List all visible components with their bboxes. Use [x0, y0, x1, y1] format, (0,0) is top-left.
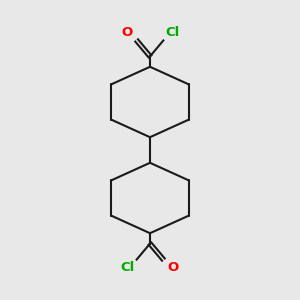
Text: O: O — [122, 26, 133, 39]
Text: Cl: Cl — [120, 261, 134, 274]
Text: O: O — [167, 261, 178, 274]
Text: Cl: Cl — [166, 26, 180, 39]
